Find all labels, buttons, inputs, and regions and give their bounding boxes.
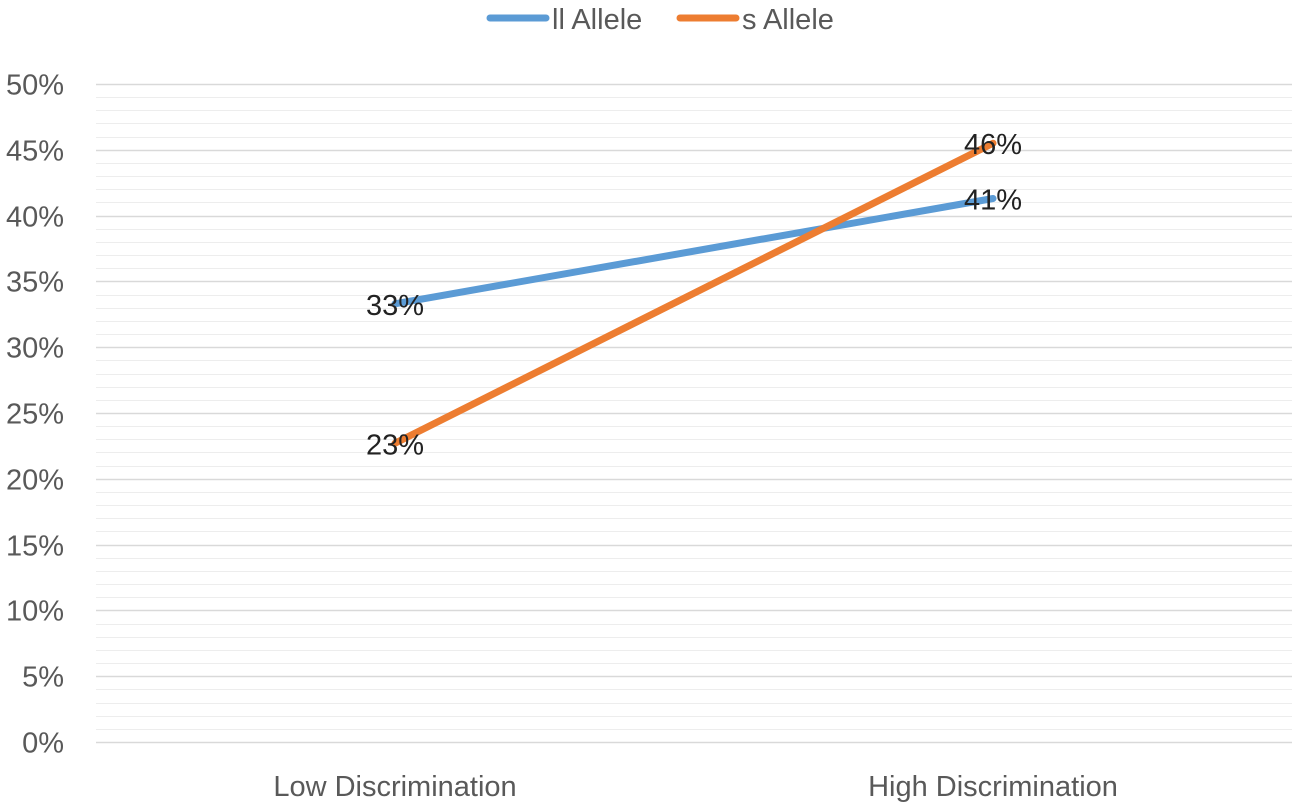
y-tick-label: 5% xyxy=(22,662,64,694)
data-label: 41% xyxy=(964,184,1022,216)
legend-label: s Allele xyxy=(742,4,834,36)
y-tick-label: 20% xyxy=(6,465,64,497)
y-tick-label: 10% xyxy=(6,596,64,628)
x-tick-label: Low Discrimination xyxy=(273,771,516,803)
y-tick-label: 30% xyxy=(6,333,64,365)
data-label: 46% xyxy=(964,129,1022,161)
data-label-layer: 33% 41% 23% 46% xyxy=(366,129,1022,461)
data-label: 23% xyxy=(366,429,424,461)
series-line xyxy=(391,139,997,447)
y-tick-label: 50% xyxy=(6,70,64,102)
legend: ll Allele s Allele xyxy=(486,4,834,36)
series-line xyxy=(391,194,997,308)
y-tick-label: 35% xyxy=(6,267,64,299)
y-tick-label: 45% xyxy=(6,136,64,168)
data-label: 33% xyxy=(366,290,424,322)
y-tick-label: 25% xyxy=(6,399,64,431)
axis-layer: 0% 5% 10% 15% 20% 25% 30% 35% 40% 45% 50% Low Discr… xyxy=(6,70,1118,804)
y-tick-label: 0% xyxy=(22,728,64,760)
y-tick-label: 15% xyxy=(6,531,64,563)
grid-layer xyxy=(96,83,1292,744)
y-tick-label: 40% xyxy=(6,202,64,234)
legend-label: ll Allele xyxy=(552,4,642,36)
x-tick-label: High Discrimination xyxy=(868,771,1118,803)
series-layer xyxy=(391,139,997,447)
